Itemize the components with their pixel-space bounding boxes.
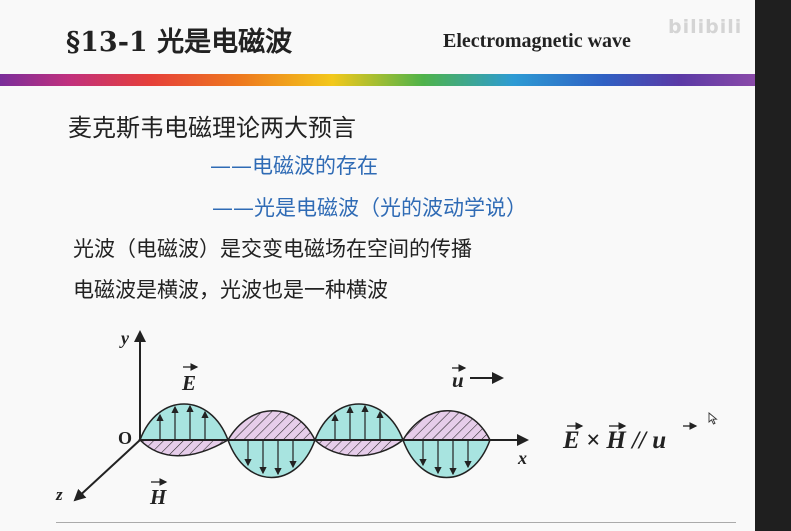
e-vector-label: E: [181, 371, 196, 395]
section-heading: 麦克斯韦电磁理论两大预言: [68, 114, 356, 142]
statement-2: 电磁波是横波，光波也是一种横波: [73, 278, 388, 302]
rainbow-divider: [0, 74, 755, 86]
x-axis-label: x: [517, 448, 527, 468]
z-axis: [73, 439, 141, 502]
e-cross-h-parallel-u-formula: E × H // u: [563, 427, 667, 454]
em-wave-diagram: y x z E H u O: [55, 328, 698, 509]
video-frame-edge: [755, 0, 791, 531]
u-vector-label: u: [452, 368, 464, 392]
slide: §13-1 光是电磁波 Electromagnetic wave bilibil…: [0, 0, 755, 531]
origin-label: O: [118, 428, 132, 448]
slide-subtitle: Electromagnetic wave: [443, 30, 631, 52]
mouse-pointer-icon: [708, 412, 718, 425]
prediction-2: ——光是电磁波（光的波动学说）: [212, 196, 527, 220]
y-axis-label: y: [119, 328, 130, 348]
z-axis-label: z: [55, 485, 63, 504]
bilibili-watermark: bilibili: [668, 16, 743, 38]
h-vector-label: H: [149, 485, 167, 509]
e-field-wave: [138, 403, 492, 479]
slide-title: §13-1 光是电磁波: [66, 27, 293, 58]
statement-1: 光波（电磁波）是交变电磁场在空间的传播: [73, 237, 472, 261]
prediction-1: ——电磁波的存在: [210, 154, 378, 178]
bottom-divider: [56, 522, 736, 523]
